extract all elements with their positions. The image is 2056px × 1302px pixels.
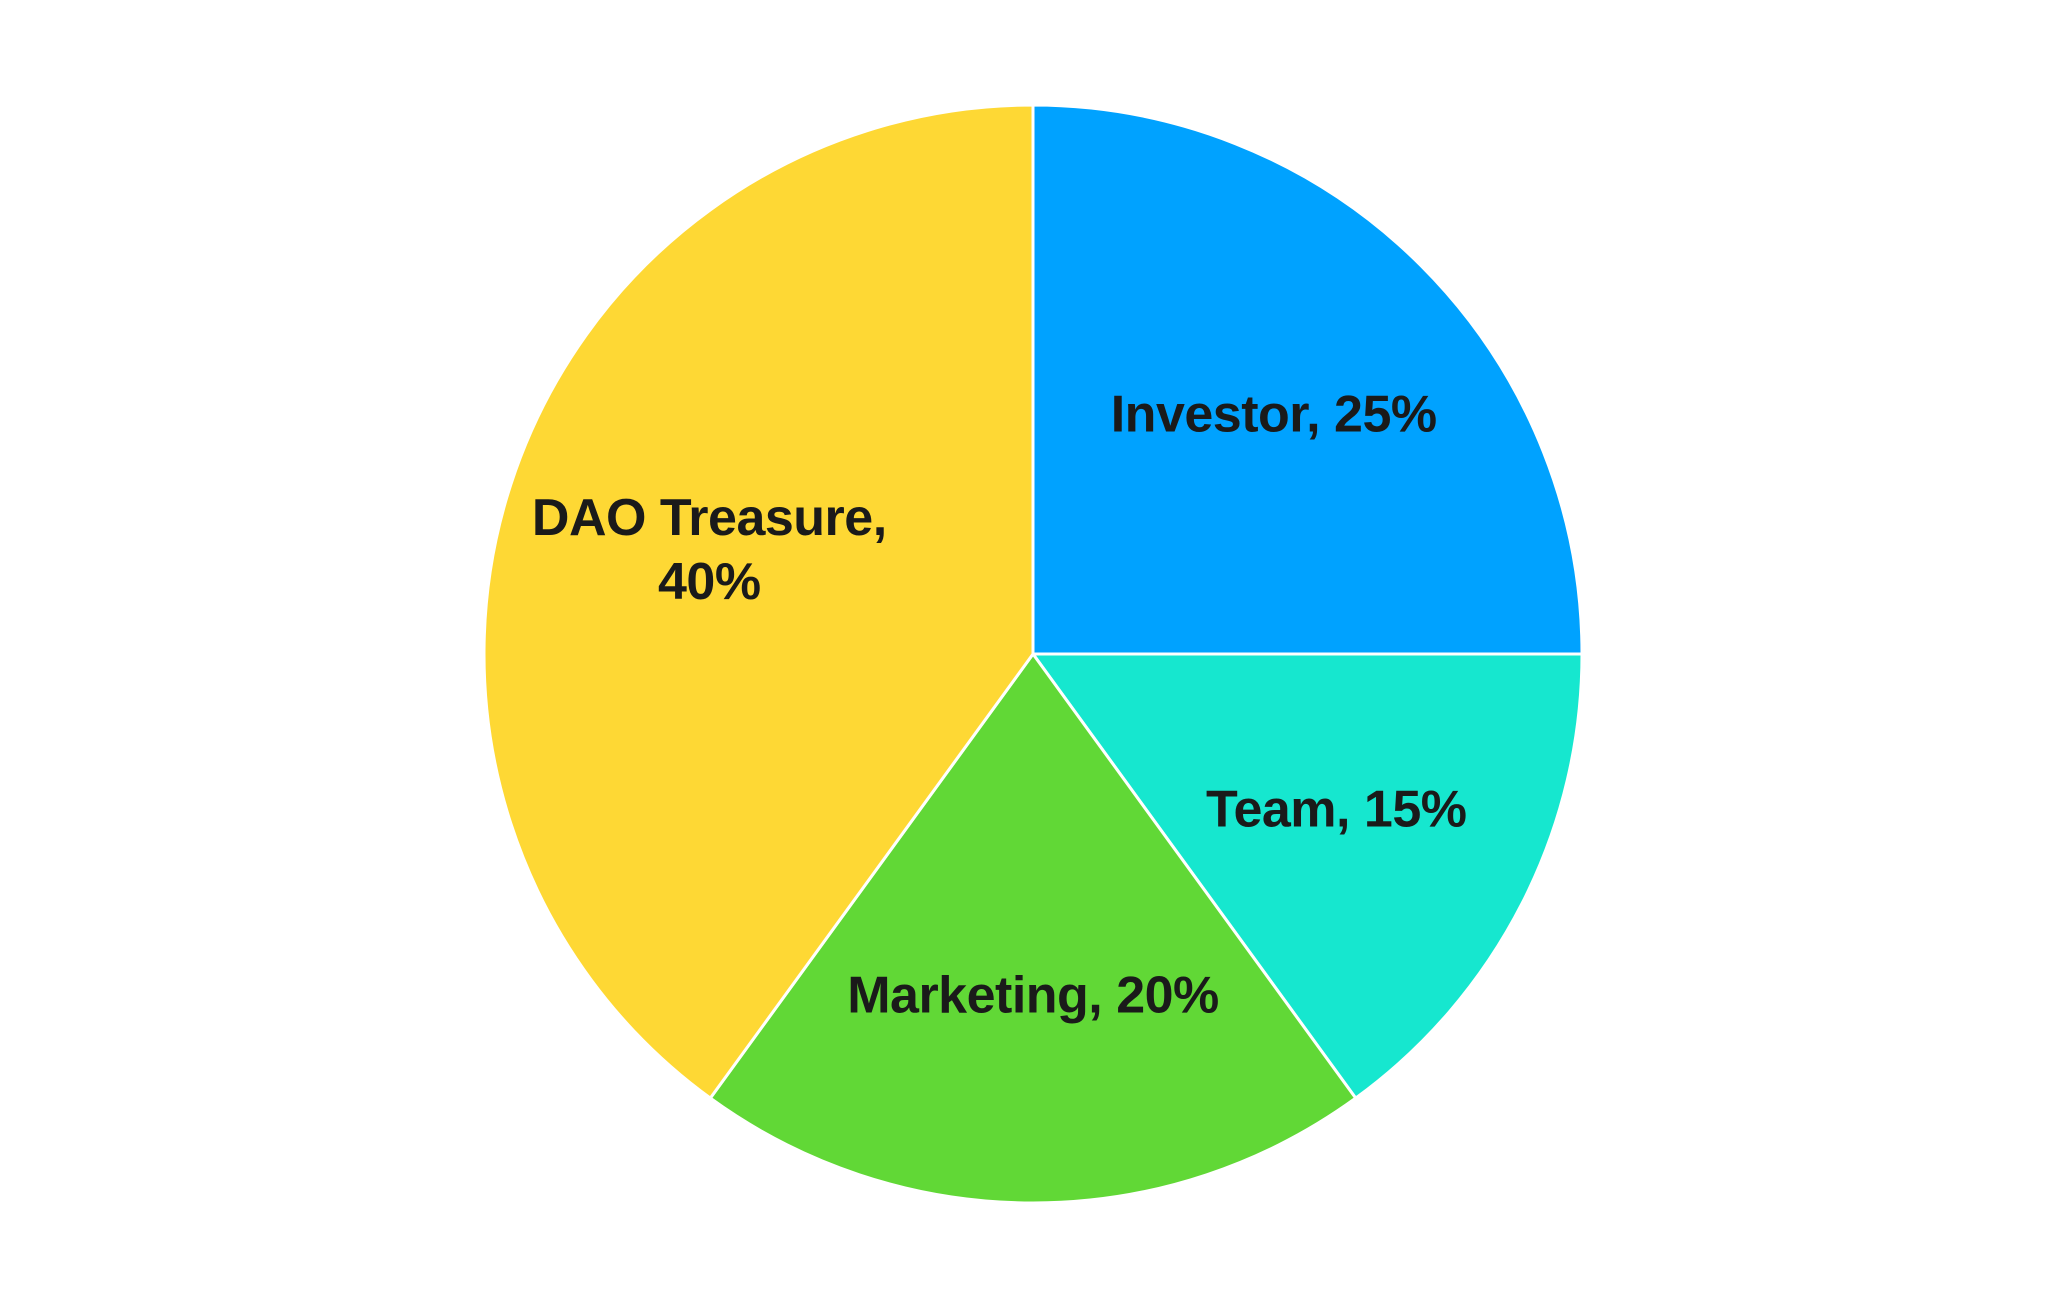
pie-labels: Investor, 25% Team, 15% Marketing, 20% DAO … — [532, 385, 1467, 1024]
pie-label-dao-treasure: DAO Treasure, 40% — [532, 489, 887, 611]
pie-slice-marketing — [708, 651, 1358, 1205]
pie-slice-team — [1030, 652, 1584, 1101]
pie-slice-investor — [1031, 103, 1584, 656]
pie-slice-dao-treasure — [482, 103, 1035, 1101]
pie-slices — [482, 103, 1584, 1205]
pie-label-marketing: Marketing, 20% — [847, 966, 1219, 1024]
pie-label-investor: Investor, 25% — [1111, 385, 1437, 443]
pie-label-team: Team, 15% — [1206, 781, 1466, 839]
